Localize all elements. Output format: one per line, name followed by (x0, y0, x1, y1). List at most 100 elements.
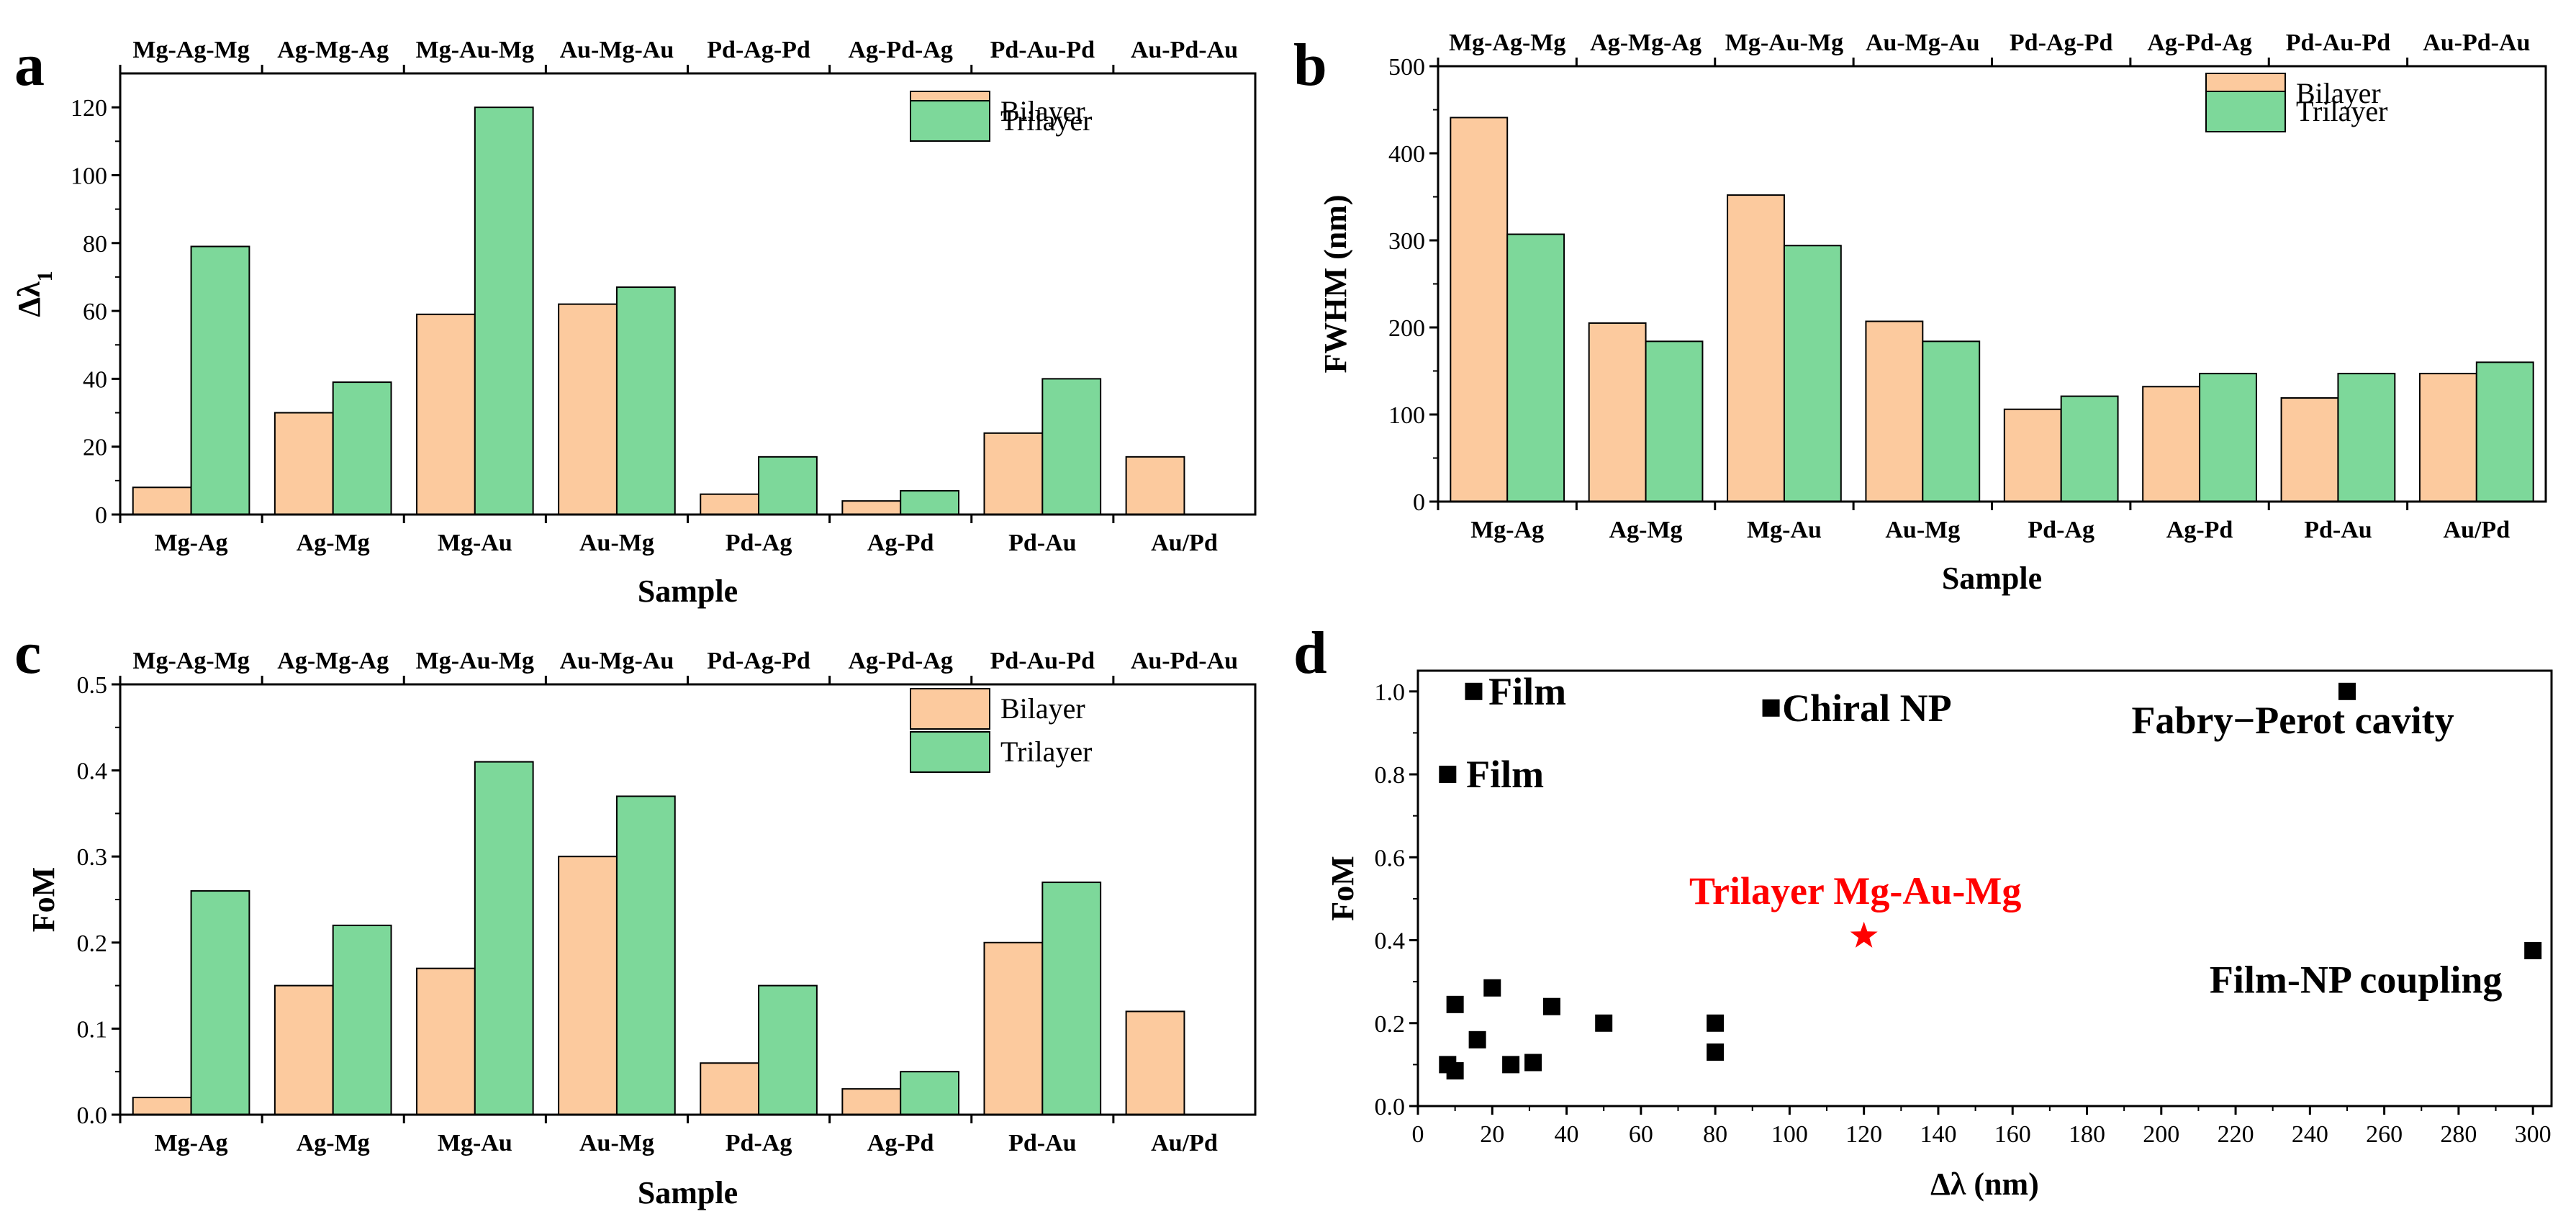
data-point (1446, 1062, 1464, 1080)
highlight-star-point (1850, 921, 1878, 948)
x-tick-label: 240 (2292, 1121, 2328, 1148)
y-tick-label: 0.8 (1375, 762, 1406, 789)
top-category-label: Pd-Au-Pd (990, 648, 1095, 674)
x-tick-label: 80 (1703, 1121, 1727, 1148)
y-axis-title: FoM (1325, 856, 1360, 920)
bar-trilayer-pdau (2337, 373, 2396, 502)
category-label: Pd-Ag (726, 530, 792, 556)
bar-trilayer-agmg (332, 381, 392, 515)
legend-label-bilayer: Bilayer (1000, 692, 1085, 725)
bar-trilayer-mgag (190, 245, 250, 515)
category-label: Pd-Au (1008, 1130, 1076, 1156)
y-tick-label: 100 (71, 163, 107, 189)
legend-label-trilayer: Trilayer (2296, 95, 2387, 127)
data-point (2338, 682, 2356, 700)
bar-bilayer-agpd (841, 500, 902, 516)
data-point (1465, 682, 1483, 700)
category-label: Pd-Ag (2028, 517, 2094, 543)
y-tick-label: 60 (83, 299, 107, 325)
category-label: Mg-Au (1747, 517, 1822, 543)
category-label: Pd-Ag (726, 1130, 792, 1156)
panel-letter: c (14, 620, 41, 687)
bar-bilayer-mgag (1450, 117, 1509, 502)
panel-a: a 0 20 40 60 80 100 120 Mg-Ag Mg-Ag-Mg Ag-Mg Ag-Mg-… (12, 32, 1257, 609)
y-tick-label: 0.4 (77, 758, 108, 785)
annotation-label: Film (1466, 753, 1544, 796)
bar-trilayer-pdag (2060, 395, 2119, 503)
data-point (1542, 997, 1560, 1015)
x-tick-label: 300 (2515, 1121, 2552, 1148)
x-tick-label: 0 (1412, 1121, 1424, 1148)
top-category-label: Ag-Mg-Ag (277, 648, 389, 674)
y-tick-label: 400 (1388, 141, 1425, 168)
x-axis-title: Sample (1942, 561, 2042, 596)
y-tick-label: 0.6 (1375, 845, 1406, 871)
category-label: Mg-Ag (155, 1130, 228, 1156)
y-tick-label: 0.3 (77, 844, 108, 871)
category-label: Au-Mg (579, 1130, 654, 1156)
data-point (1524, 1054, 1542, 1072)
bar-bilayer-pdau (983, 941, 1044, 1116)
top-category-label: Mg-Au-Mg (416, 648, 534, 674)
top-category-label: Ag-Mg-Ag (1590, 30, 1701, 56)
category-label: Pd-Au (1008, 530, 1076, 556)
top-category-label: Au-Mg-Au (560, 37, 674, 63)
category-label: Mg-Au (438, 1130, 512, 1156)
bar-trilayer-pdau (1041, 882, 1102, 1115)
bar-bilayer-mgau (415, 313, 476, 515)
data-point (1595, 1014, 1613, 1032)
bar-bilayer-agmg (1588, 322, 1647, 503)
category-label: Ag-Pd (867, 530, 934, 556)
top-category-label: Mg-Ag-Mg (132, 37, 249, 63)
top-category-label: Au-Pd-Au (2423, 30, 2530, 56)
legend-label-trilayer: Trilayer (1000, 104, 1092, 137)
legend-swatch-bilayer (910, 688, 990, 730)
legend-label-bilayer: Bilayer (1000, 95, 1085, 127)
top-category-label: Pd-Ag-Pd (707, 37, 810, 63)
bar-trilayer-mgau (474, 761, 534, 1115)
bar-trilayer-agpd (2199, 373, 2257, 502)
y-tick-label: 300 (1388, 228, 1425, 255)
panel-letter: a (14, 32, 45, 99)
y-tick-label: 200 (1388, 315, 1425, 342)
bar-bilayer-mgau (1727, 194, 1785, 502)
data-point (1446, 995, 1464, 1013)
x-axis-title: Sample (638, 1175, 738, 1210)
category-label: Mg-Ag (155, 530, 228, 556)
bar-trilayer-pdau (1041, 378, 1102, 516)
legend-swatch-trilayer (910, 731, 990, 773)
category-label: Au/Pd (1151, 1130, 1218, 1156)
bar-bilayer-aupd (2418, 373, 2477, 502)
bar-trilayer-aupd (2475, 361, 2534, 502)
top-category-label: Au-Pd-Au (1131, 648, 1238, 674)
bar-bilayer-aupd (1125, 1010, 1185, 1115)
y-tick-label: 0 (1413, 489, 1425, 516)
top-category-label: Ag-Pd-Ag (848, 648, 952, 674)
top-category-label: Mg-Au-Mg (416, 37, 534, 63)
y-tick-label: 500 (1388, 54, 1425, 81)
category-label: Mg-Au (438, 530, 512, 556)
bar-bilayer-mgau (415, 967, 476, 1116)
bar-bilayer-aumg (558, 856, 618, 1115)
bar-bilayer-agmg (274, 984, 334, 1115)
top-category-label: Au-Pd-Au (1131, 37, 1238, 63)
x-tick-label: 220 (2218, 1121, 2254, 1148)
panel-letter: d (1293, 620, 1327, 687)
bar-trilayer-aumg (615, 286, 676, 515)
category-label: Au/Pd (2444, 517, 2511, 543)
y-axis-title: FoM (26, 867, 61, 932)
bar-bilayer-pdau (983, 432, 1044, 515)
bar-bilayer-aumg (558, 303, 618, 515)
y-tick-label: 40 (83, 366, 107, 393)
bar-bilayer-agmg (274, 412, 334, 515)
x-tick-label: 160 (1994, 1121, 2031, 1148)
panel-d: d 0 20 40 60 80 100 120 140 160 180 200 220 240 260 280… (1293, 620, 2553, 1202)
category-label: Mg-Ag (1470, 517, 1544, 543)
data-point (1439, 766, 1457, 784)
y-tick-label: 0.1 (77, 1016, 108, 1043)
bar-bilayer-pdag (700, 1062, 760, 1115)
x-tick-label: 40 (1555, 1121, 1579, 1148)
legend-swatch-trilayer (910, 100, 990, 142)
category-label: Au-Mg (1885, 517, 1960, 543)
bar-trilayer-agmg (332, 924, 392, 1115)
